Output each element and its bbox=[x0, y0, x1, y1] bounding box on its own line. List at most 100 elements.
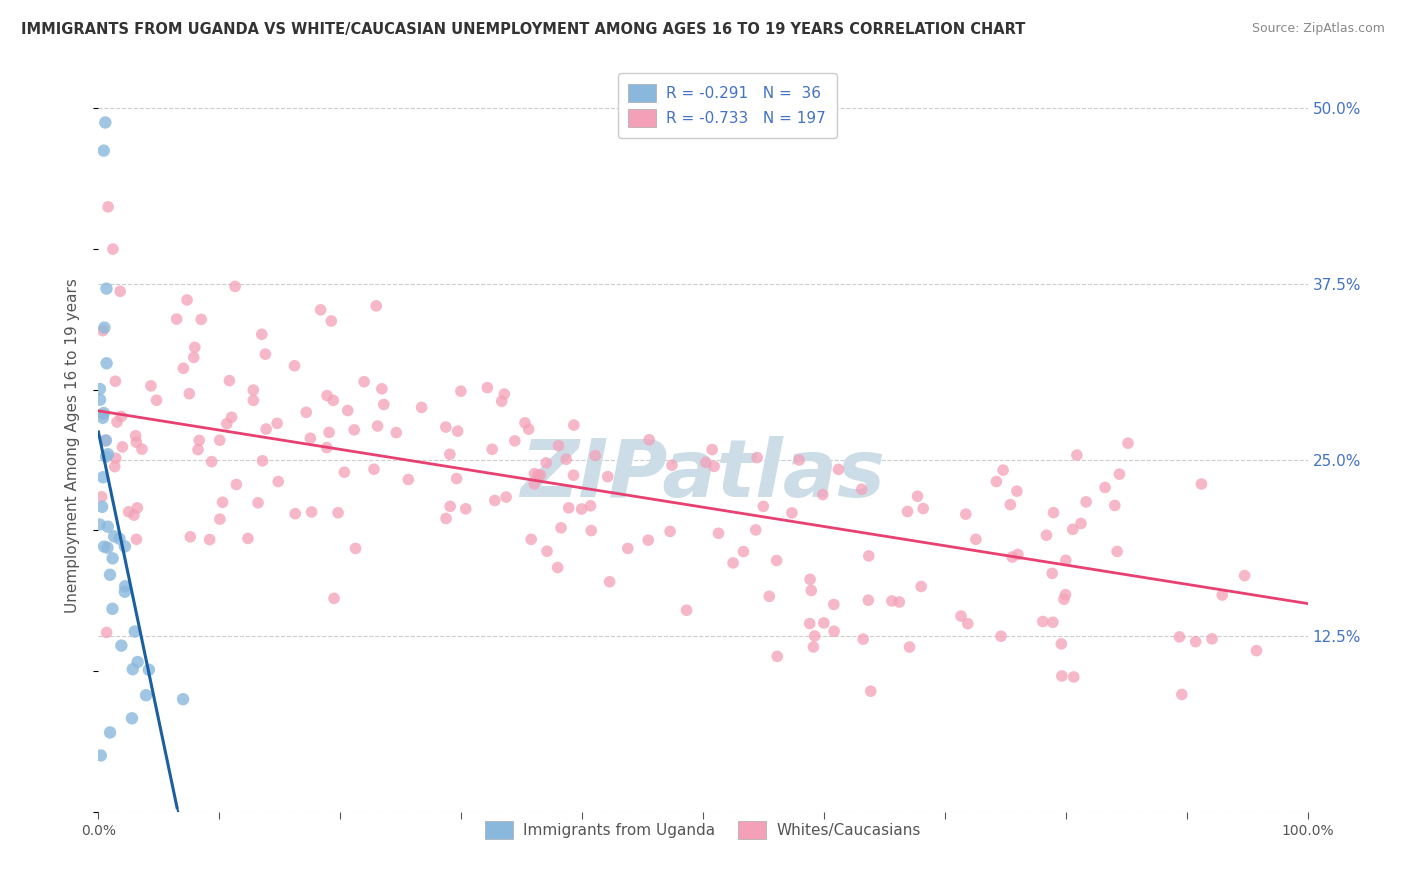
Point bbox=[955, 507, 977, 521]
Point bbox=[434, 511, 457, 525]
Point bbox=[373, 397, 395, 411]
Point bbox=[266, 417, 288, 431]
Y-axis label: Unemployment Among Ages 16 to 19 years: Unemployment Among Ages 16 to 19 years bbox=[65, 278, 80, 614]
Point bbox=[707, 526, 730, 541]
Point bbox=[299, 431, 322, 445]
Point bbox=[1074, 495, 1097, 509]
Point bbox=[827, 462, 849, 476]
Point bbox=[558, 500, 581, 515]
Point bbox=[721, 556, 744, 570]
Point bbox=[439, 447, 461, 461]
Point bbox=[617, 541, 640, 556]
Point bbox=[562, 418, 585, 433]
Point bbox=[179, 386, 201, 401]
Point bbox=[131, 442, 153, 457]
Point bbox=[201, 455, 224, 469]
Point bbox=[225, 477, 247, 491]
Point bbox=[1001, 549, 1024, 564]
Point bbox=[1005, 484, 1028, 499]
Point bbox=[184, 340, 207, 354]
Point bbox=[1035, 528, 1057, 542]
Point bbox=[1054, 588, 1077, 602]
Point bbox=[94, 115, 117, 129]
Point bbox=[101, 602, 124, 616]
Point bbox=[986, 475, 1008, 489]
Point bbox=[91, 500, 114, 514]
Point bbox=[912, 501, 935, 516]
Point bbox=[547, 560, 569, 574]
Point bbox=[661, 458, 683, 472]
Point bbox=[513, 416, 536, 430]
Point bbox=[787, 453, 810, 467]
Point bbox=[114, 584, 136, 599]
Point bbox=[117, 505, 139, 519]
Point bbox=[1050, 637, 1073, 651]
Point bbox=[1040, 566, 1063, 581]
Text: IMMIGRANTS FROM UGANDA VS WHITE/CAUCASIAN UNEMPLOYMENT AMONG AGES 16 TO 19 YEARS: IMMIGRANTS FROM UGANDA VS WHITE/CAUCASIA… bbox=[21, 22, 1025, 37]
Point bbox=[94, 450, 117, 464]
Point bbox=[599, 574, 621, 589]
Point bbox=[550, 521, 572, 535]
Point bbox=[396, 473, 419, 487]
Point bbox=[90, 748, 112, 763]
Point bbox=[579, 524, 602, 538]
Point bbox=[637, 533, 659, 548]
Point bbox=[172, 361, 194, 376]
Point bbox=[889, 595, 911, 609]
Point bbox=[1042, 615, 1064, 630]
Point bbox=[242, 383, 264, 397]
Point bbox=[218, 374, 240, 388]
Point bbox=[127, 500, 149, 515]
Point bbox=[101, 551, 124, 566]
Point bbox=[138, 663, 160, 677]
Point bbox=[503, 434, 526, 448]
Point bbox=[127, 655, 149, 669]
Point bbox=[813, 615, 835, 630]
Point bbox=[859, 684, 882, 698]
Point bbox=[529, 468, 551, 483]
Point bbox=[571, 502, 593, 516]
Point bbox=[1104, 499, 1126, 513]
Point bbox=[242, 393, 264, 408]
Point bbox=[124, 429, 146, 443]
Point bbox=[97, 519, 120, 533]
Point bbox=[91, 408, 114, 422]
Point bbox=[555, 452, 578, 467]
Point bbox=[224, 279, 246, 293]
Point bbox=[97, 447, 120, 461]
Point bbox=[221, 410, 243, 425]
Point bbox=[187, 442, 209, 457]
Point bbox=[139, 379, 162, 393]
Point bbox=[93, 406, 115, 420]
Point bbox=[1054, 553, 1077, 567]
Point bbox=[520, 533, 543, 547]
Text: Source: ZipAtlas.com: Source: ZipAtlas.com bbox=[1251, 22, 1385, 36]
Point bbox=[1000, 498, 1022, 512]
Point bbox=[907, 489, 929, 503]
Point bbox=[446, 424, 468, 438]
Point bbox=[695, 455, 717, 469]
Point bbox=[295, 405, 318, 419]
Point bbox=[211, 495, 233, 509]
Point bbox=[111, 440, 134, 454]
Legend: Immigrants from Uganda, Whites/Caucasians: Immigrants from Uganda, Whites/Caucasian… bbox=[475, 812, 931, 848]
Point bbox=[800, 583, 823, 598]
Point bbox=[284, 359, 307, 373]
Point bbox=[1191, 477, 1213, 491]
Point bbox=[766, 649, 789, 664]
Point bbox=[956, 616, 979, 631]
Point bbox=[880, 594, 903, 608]
Point bbox=[254, 347, 277, 361]
Point bbox=[702, 442, 724, 457]
Point bbox=[583, 449, 606, 463]
Point bbox=[481, 442, 503, 457]
Point bbox=[517, 422, 540, 436]
Point bbox=[1007, 548, 1029, 562]
Point bbox=[965, 533, 987, 547]
Point bbox=[1108, 467, 1130, 482]
Point bbox=[208, 433, 231, 447]
Point bbox=[745, 523, 768, 537]
Point bbox=[89, 517, 111, 532]
Point bbox=[990, 629, 1012, 643]
Point bbox=[121, 711, 143, 725]
